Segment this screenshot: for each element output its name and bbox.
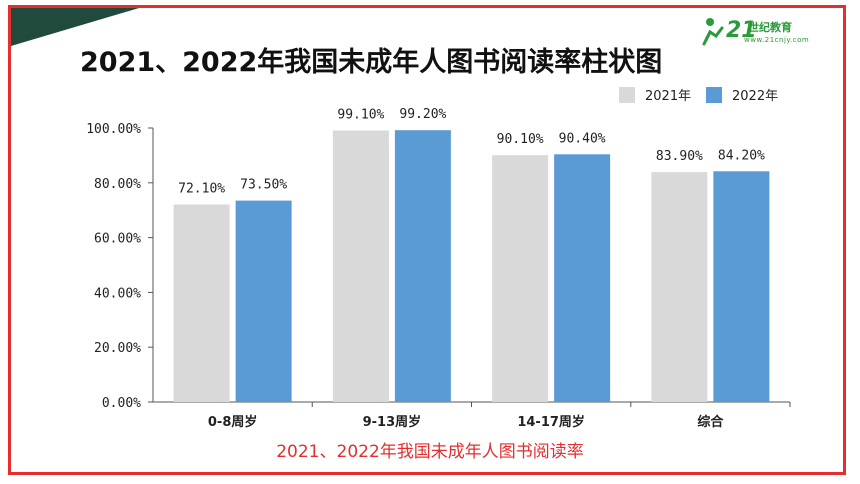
bar-2022 — [713, 171, 770, 402]
logo-sub: 世纪教育 — [748, 21, 792, 34]
y-tick-label: 40.00% — [94, 286, 141, 301]
logo-brand: 21 — [726, 18, 757, 43]
data-label: 83.90% — [656, 149, 703, 164]
data-label: 73.50% — [240, 178, 287, 193]
y-tick-label: 60.00% — [94, 232, 141, 247]
y-tick-label: 100.00% — [86, 122, 141, 137]
corner-tab — [11, 8, 139, 46]
legend-swatch-2022 — [706, 86, 722, 103]
legend-label-2021: 2021年 — [645, 89, 692, 104]
bar-2022 — [554, 154, 611, 402]
x-tick-label: 9-13周岁 — [363, 414, 422, 430]
data-label: 99.10% — [337, 107, 384, 122]
bar-2021 — [651, 172, 708, 402]
x-tick-label: 14-17周岁 — [517, 414, 585, 430]
data-label: 90.40% — [559, 131, 606, 146]
bar-2022 — [394, 130, 451, 402]
bar-2021 — [492, 155, 549, 402]
y-tick-label: 0.00% — [102, 396, 141, 411]
y-tick-label: 80.00% — [94, 177, 141, 192]
y-tick-label: 20.00% — [94, 341, 141, 356]
runner-icon — [702, 18, 724, 46]
data-label: 90.10% — [497, 132, 544, 147]
bar-2021 — [173, 204, 230, 402]
chart-caption: 2021、2022年我国未成年人图书阅读率 — [276, 442, 584, 462]
x-tick-label: 0-8周岁 — [208, 414, 258, 430]
chart-title: 2021、2022年我国未成年人图书阅读率柱状图 — [80, 47, 663, 78]
slide-frame — [8, 5, 846, 475]
data-label: 84.20% — [718, 148, 765, 163]
legend-swatch-2021 — [619, 86, 635, 103]
bar-2021 — [332, 130, 389, 402]
data-label: 99.20% — [399, 107, 446, 122]
logo-url: www.21cnjy.com — [744, 36, 810, 44]
legend-label-2022: 2022年 — [732, 89, 779, 104]
legend-item-2022: 2022年 — [706, 85, 778, 104]
legend-item-2021: 2021年 — [619, 85, 691, 104]
x-tick-label: 综合 — [697, 414, 724, 430]
bar-2022 — [235, 200, 292, 402]
data-label: 72.10% — [178, 181, 225, 196]
